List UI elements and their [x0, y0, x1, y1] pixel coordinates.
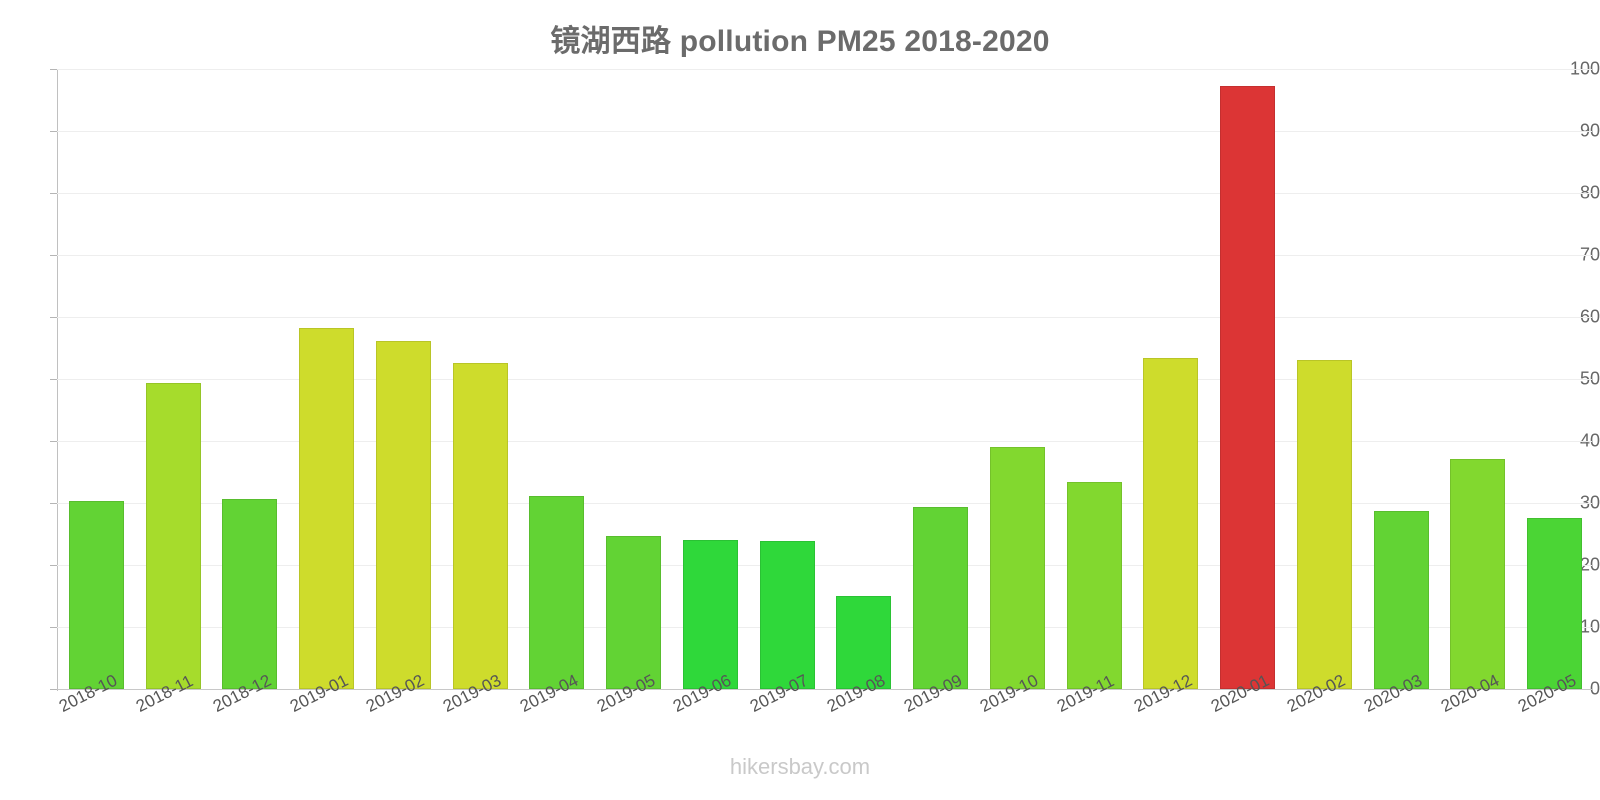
bar-2019-10[interactable]	[989, 446, 1045, 689]
y-tick-label-30: 30	[1579, 492, 1600, 513]
y-tick-label-10: 10	[1579, 616, 1600, 637]
bar-2018-12[interactable]	[222, 499, 278, 689]
bar-2019-01[interactable]	[299, 328, 355, 689]
chart-title: 镜湖西路 pollution PM25 2018-2020	[550, 25, 1050, 58]
x-axis-labels: 2018-10 2018-11 2018-12 2019-01 2019-02 2019-…	[56, 671, 1592, 753]
y-tick-mark-40	[50, 441, 57, 442]
gridline-70	[57, 255, 1592, 256]
bar-2020-02[interactable]	[1296, 359, 1352, 689]
gridline-10	[57, 627, 1592, 628]
gridline-0	[57, 689, 1592, 690]
y-tick-mark-100	[50, 69, 57, 70]
bar-2019-04[interactable]	[529, 495, 585, 689]
bar-2019-06[interactable]	[682, 539, 738, 689]
gridline-30	[57, 503, 1592, 504]
y-tick-label-0: 0	[1589, 678, 1600, 699]
y-tick-mark-30	[50, 503, 57, 504]
bar-2020-01[interactable]	[1220, 86, 1276, 689]
y-tick-mark-10	[50, 627, 57, 628]
gridline-90	[57, 131, 1592, 132]
y-tick-label-60: 60	[1579, 306, 1600, 327]
y-tick-mark-80	[50, 193, 57, 194]
bar-2019-12[interactable]	[1143, 357, 1199, 689]
y-tick-label-70: 70	[1579, 244, 1600, 265]
y-tick-mark-0	[50, 689, 57, 690]
bar-2020-05[interactable]	[1527, 517, 1583, 689]
bar-2019-08[interactable]	[836, 596, 892, 689]
bar-2020-03[interactable]	[1373, 511, 1429, 689]
gridline-60	[57, 317, 1592, 318]
y-tick-label-90: 90	[1579, 120, 1600, 141]
bar-2018-10[interactable]	[68, 501, 124, 689]
bar-2018-11[interactable]	[145, 382, 201, 689]
gridline-40	[57, 441, 1592, 442]
bar-2019-02[interactable]	[375, 341, 431, 689]
plot-area	[57, 69, 1592, 690]
bars-layer	[57, 69, 1592, 689]
y-tick-mark-60	[50, 317, 57, 318]
y-tick-mark-20	[50, 565, 57, 566]
bar-2019-03[interactable]	[452, 362, 508, 689]
bar-2020-04[interactable]	[1450, 458, 1506, 689]
y-tick-mark-70	[50, 255, 57, 256]
y-tick-label-100: 100	[1569, 58, 1600, 79]
y-tick-mark-50	[50, 379, 57, 380]
y-tick-label-80: 80	[1579, 182, 1600, 203]
gridline-100	[57, 69, 1592, 70]
bar-2019-07[interactable]	[759, 540, 815, 689]
gridline-80	[57, 193, 1592, 194]
gridline-20	[57, 565, 1592, 566]
footer-credit: hikersbay.com	[729, 754, 871, 779]
bar-2019-05[interactable]	[606, 536, 662, 689]
y-tick-label-20: 20	[1579, 554, 1600, 575]
y-axis-line	[57, 69, 58, 691]
bar-2019-09[interactable]	[913, 506, 969, 689]
gridline-50	[57, 379, 1592, 380]
y-tick-label-50: 50	[1579, 368, 1600, 389]
y-tick-label-40: 40	[1579, 430, 1600, 451]
y-tick-mark-90	[50, 131, 57, 132]
bar-2019-11[interactable]	[1066, 481, 1122, 689]
